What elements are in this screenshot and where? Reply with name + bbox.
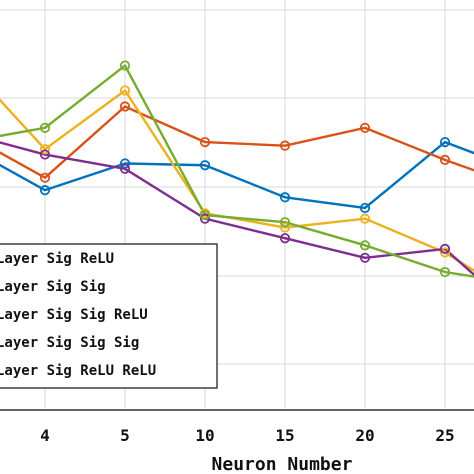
- series-lines: [0, 64, 474, 278]
- series-line-4: [0, 141, 474, 277]
- data-point: [359, 202, 371, 214]
- data-point: [119, 158, 131, 169]
- data-point: [39, 144, 51, 155]
- series-line-5: [0, 64, 474, 278]
- legend: Layer Sig ReLU Layer Sig Sig Layer Sig Sig…: [0, 243, 218, 389]
- data-point: [199, 213, 211, 224]
- x-tick-label: 20: [355, 426, 374, 445]
- x-tick-label: 15: [275, 426, 294, 445]
- legend-entry: Layer Sig Sig Sig: [0, 335, 139, 351]
- legend-entry: Layer Sig ReLU: [0, 251, 114, 267]
- series-line-3: [0, 89, 474, 272]
- data-point: [39, 185, 51, 196]
- data-point: [439, 266, 451, 278]
- x-tick-label: 10: [195, 426, 214, 445]
- x-axis-title: Neuron Number: [212, 454, 353, 474]
- data-point: [119, 60, 131, 71]
- plot-frame: [0, 409, 474, 411]
- data-point: [439, 154, 451, 165]
- data-point: [279, 140, 291, 151]
- data-point: [279, 222, 291, 233]
- data-point: [359, 122, 371, 133]
- x-tick-label: 4: [40, 426, 50, 445]
- data-point: [119, 163, 131, 174]
- data-point: [439, 243, 451, 254]
- data-point: [199, 160, 211, 171]
- data-point: [39, 149, 51, 160]
- data-point: [119, 85, 131, 96]
- series-markers: [39, 60, 451, 278]
- legend-entry: Layer Sig Sig: [0, 279, 106, 295]
- legend-entry: Layer Sig Sig ReLU: [0, 307, 148, 323]
- x-tick-label: 25: [435, 426, 454, 445]
- data-point: [279, 233, 291, 244]
- data-point: [359, 213, 371, 224]
- series-line-1: [0, 140, 474, 210]
- legend-box: [0, 243, 218, 389]
- data-point: [359, 240, 371, 251]
- legend-items: Layer Sig ReLU Layer Sig Sig Layer Sig Sig…: [0, 251, 156, 379]
- data-point: [359, 252, 371, 263]
- data-point: [439, 137, 451, 148]
- data-point: [199, 137, 211, 148]
- data-point: [199, 209, 211, 221]
- data-point: [39, 122, 51, 133]
- x-tick-label: 5: [120, 426, 130, 445]
- data-point: [279, 192, 291, 203]
- data-point: [39, 172, 51, 183]
- data-point: [119, 101, 131, 112]
- data-point: [439, 247, 451, 258]
- series-line-2: [0, 105, 474, 179]
- x-tick-labels: 4 5 10 15 20 25: [40, 426, 454, 445]
- legend-entry: Layer Sig ReLU ReLU: [0, 363, 156, 379]
- data-point: [279, 217, 291, 228]
